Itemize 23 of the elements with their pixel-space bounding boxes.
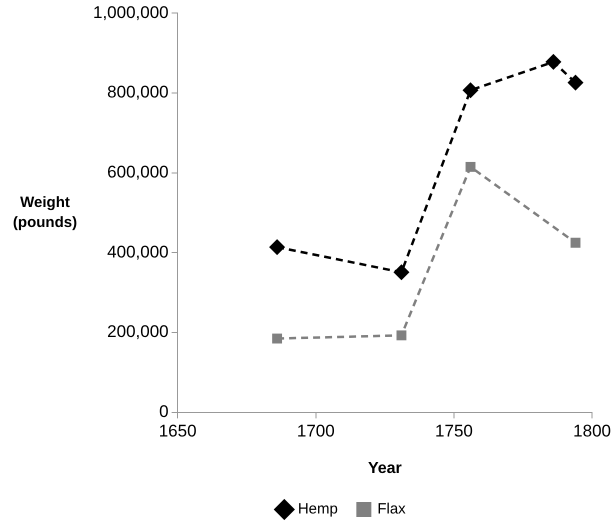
point [393,264,410,280]
x-axis-title: Year [368,460,402,477]
point [466,162,476,172]
legend-label: Hemp [298,500,338,518]
x-tick-label: 1750 [435,421,473,440]
point [545,54,562,70]
legend-label: Flax [377,500,406,518]
y-tick-label: 600,000 [107,162,169,182]
point [568,74,584,91]
y-tick-label: 1,000,000 [92,2,169,22]
y-tick-label: 400,000 [107,242,169,262]
x-tick-label: 1650 [158,421,197,440]
y-tick-label: 0 [159,402,169,422]
x-tick-label: 1700 [296,421,335,440]
y-tick-label: 800,000 [107,82,169,102]
point [570,238,580,248]
y-axis-title: Weight (pounds) [12,194,78,231]
point [269,239,286,256]
point [462,82,479,98]
y-tick-label: 200,000 [107,322,169,342]
x-tick-label: 1800 [573,421,612,440]
point [396,330,406,340]
point [272,334,282,344]
